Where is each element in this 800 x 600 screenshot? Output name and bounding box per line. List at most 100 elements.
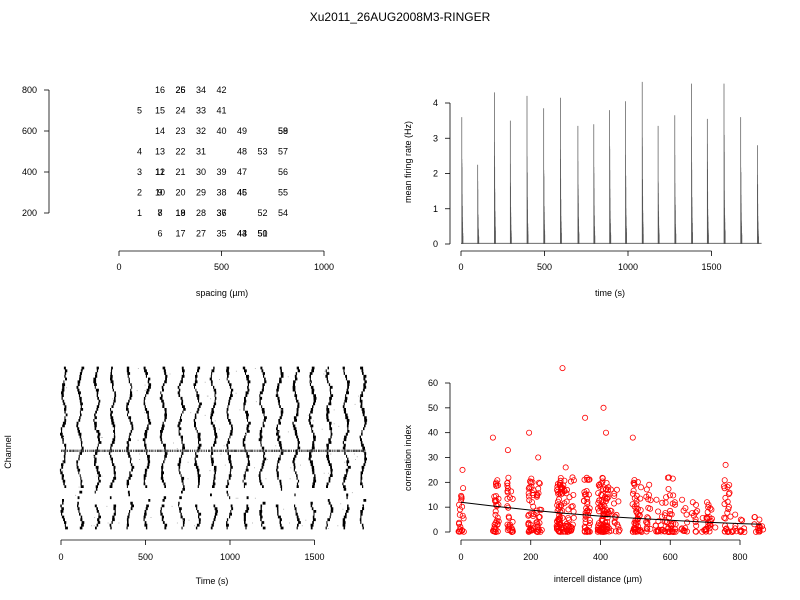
correlation-point [599,499,606,506]
correlation-point [560,482,567,489]
correlation-point [671,499,678,506]
correlation-point [616,526,623,533]
firing-rate-burst [657,125,660,244]
electrode-label: 32 [196,126,206,136]
correlation-point [611,490,618,497]
electrode-label: 9 [157,188,162,198]
raster-burst-column [108,366,117,530]
correlation-point [692,509,699,516]
raster-burst-column [209,366,218,530]
correlation-point [670,520,677,527]
correlation-point [658,527,665,534]
correlation-point [525,511,532,518]
correlation-y-tick-label: 50 [428,403,438,413]
raster-burst-column [308,366,317,530]
correlation-point [633,508,640,515]
correlation-point [554,486,561,493]
layout-x-axis-label: spacing (µm) [196,288,248,298]
correlation-point [741,529,748,536]
correlation-point [535,490,542,497]
electrode-label: 31 [196,147,206,157]
electrode-label: 36 [216,208,226,218]
correlation-point [721,477,728,484]
electrode-label: 35 [216,229,226,239]
correlation-point [569,503,576,510]
electrode-label: 38 [216,188,226,198]
correlation-point [739,517,746,524]
correlation-point [569,521,576,528]
correlation-point [525,490,532,497]
correlation-point [721,485,728,492]
correlation-point [559,365,566,372]
correlation-point [529,499,536,506]
correlation-y-axis-label: correlation index [403,424,413,491]
firing-rate-burst [477,164,480,244]
correlation-point [536,480,543,487]
correlation-point [645,496,652,503]
correlation-point [603,494,610,501]
raster-panel: Time (s) Channel 0 500 1000 1500 [3,366,368,586]
correlation-point [712,524,719,531]
electrode-label: 30 [196,167,206,177]
raster-burst-column [159,366,168,530]
correlation-point [506,523,513,530]
correlation-point [679,496,686,503]
correlation-point [568,503,575,510]
electrode-label: 3 [137,167,142,177]
firing-rate-burst [543,108,546,244]
firing-rate-x-tick-label: 1000 [618,262,638,272]
correlation-point [562,464,569,471]
electrode-label: 55 [278,188,288,198]
electrode-label: 43 [237,229,247,239]
correlation-point [494,482,501,489]
correlation-point [603,429,610,436]
correlation-point [615,523,622,530]
firing-rate-burst [593,124,596,244]
firing-rate-burst [461,117,464,244]
firing-rate-y-tick-label: 3 [433,133,438,143]
correlation-point [458,495,465,502]
electrode-label: 41 [216,106,226,116]
correlation-point [637,507,644,514]
electrode-label: 48 [237,147,247,157]
correlation-point [607,486,614,493]
correlation-point [493,502,500,509]
electrode-label: 45 [237,188,247,198]
correlation-y-tick-label: 40 [428,428,438,438]
correlation-point [725,528,732,535]
correlation-point [585,476,592,483]
correlation-point [535,454,542,461]
correlation-point [684,519,691,526]
electrode-label: 2 [137,188,142,198]
firing-rate-burst [625,101,627,244]
electrode-label: 19 [175,208,185,218]
firing-rate-burst [641,81,644,244]
correlation-point [567,523,574,530]
electrode-label: 54 [278,208,288,218]
correlation-point [683,511,690,518]
electrode-label: 23 [175,126,185,136]
correlation-point [708,515,715,522]
correlation-x-tick-label: 400 [593,552,608,562]
correlation-point [584,526,591,533]
layout-x-tick-label: 1000 [314,262,334,272]
correlation-point [756,527,763,534]
layout-y-tick-label: 600 [22,126,37,136]
correlation-point [760,526,767,533]
correlation-point [599,492,606,499]
raster-burst-column [93,366,102,530]
electrode-label: 42 [216,85,226,95]
correlation-point [631,480,638,487]
electrode-label: 8 [157,208,162,218]
electrode-label: 15 [155,106,165,116]
correlation-point [637,528,644,535]
correlation-point [633,521,640,528]
correlation-point [596,481,603,488]
correlation-point [756,522,763,529]
electrode-label: 17 [175,229,185,239]
correlation-y-tick-label: 60 [428,378,438,388]
correlation-point [525,493,532,500]
correlation-point [667,507,674,514]
correlation-point [533,493,540,500]
